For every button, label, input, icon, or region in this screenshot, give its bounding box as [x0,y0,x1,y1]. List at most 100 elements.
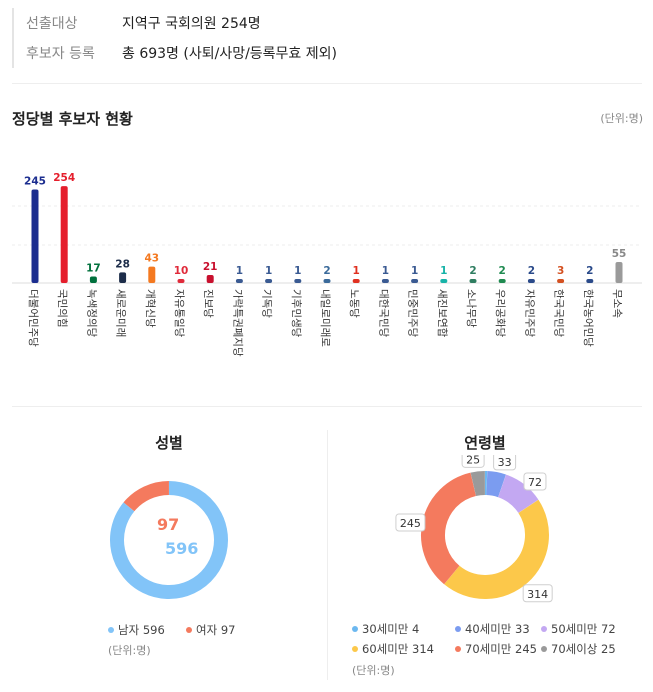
legend-label: 남자 [118,623,140,637]
info-value: 총 693명 (사퇴/사망/등록무효 제외) [122,46,337,62]
legend-value: 72 [597,622,616,636]
age-title: 연령별 [464,434,506,452]
donut-slice [497,474,539,514]
donut-slice-male [110,481,228,599]
x-tick-label: 자유민주당 [523,289,535,338]
bar [586,279,594,283]
party-bar-chart: 245 더불어민주당 254 국민의힘 17 녹색정의당 28 새로운미래 43 개혁신당 10 자유… [12,172,642,357]
bar [89,276,97,283]
legend-label: 60세미만 [362,642,409,656]
info-label: 선출대상 [26,16,78,32]
data-label: 2 [323,265,330,277]
data-label: 55 [612,248,627,260]
bar [469,279,477,283]
bar [440,279,448,283]
legend-label: 30세미만 [362,622,409,636]
data-label: 17 [86,263,101,275]
info-row-target: 선출대상 지역구 국회의원 254명 [12,8,642,38]
legend-label: 40세미만 [465,622,512,636]
callout-box [523,472,547,491]
legend-item: 50세미만 72 [541,621,616,637]
x-tick-label: 자유통일당 [173,289,186,338]
callout-label: 72 [528,476,542,489]
callout-label: 245 [400,517,421,530]
x-tick-label: 새로운미래 [115,289,127,337]
x-tick-label: 기독당 [261,289,273,318]
bar [177,279,185,283]
election-info: 선출대상 지역구 국회의원 254명 후보자 등록 총 693명 (사퇴/사망/… [12,8,642,68]
x-tick-label: 개혁신당 [144,289,156,328]
data-label: 2 [528,265,535,277]
legend-value: 314 [408,642,434,656]
unit-label: (단위:명) [352,664,395,677]
bar [527,279,535,283]
bar [557,279,565,283]
data-label: 43 [144,253,159,265]
donut-slice [470,471,486,497]
callout-box [522,584,553,603]
data-label: 1 [294,265,301,277]
x-tick-label: 노동당 [348,289,360,318]
donut-slice [486,471,506,498]
bar [148,266,156,283]
legend-dot [455,645,461,652]
bar [381,279,389,283]
legend-label: 여자 [196,623,218,637]
data-label: 2 [469,265,476,277]
bar [119,272,127,283]
panel-divider [327,430,328,680]
bar [352,279,360,283]
legend-dot [352,625,358,632]
callout-box [493,455,517,471]
legend-label: 70세이상 [551,642,598,656]
donut-slice-female [123,481,170,512]
x-tick-label: 한국농어민당 [582,289,594,347]
bar [31,189,39,283]
bar [615,262,623,283]
bar [498,279,506,283]
unit-label: (단위:명) [600,112,643,125]
x-tick-label: 가락특권폐지당 [231,289,243,357]
x-tick-label: 무소속 [611,289,623,318]
data-label: 245 [24,176,46,188]
legend-dot [108,626,114,633]
divider [12,406,642,407]
bar [323,279,331,283]
data-label: 10 [174,265,189,277]
callout-box [395,513,426,532]
callout-label: 314 [527,588,548,601]
x-tick-label: 한국국민당 [553,289,565,338]
callout-box [461,455,485,468]
x-tick-label: 새진보연합 [436,289,448,338]
x-tick-label: 더불어민주당 [27,289,39,347]
data-label: 3 [557,265,564,277]
legend-dot [541,645,547,652]
info-value: 지역구 국회의원 254명 [122,16,261,32]
age-donut-chart: 33 72 314 245 25 [395,455,553,603]
bar [206,274,214,283]
legend-item: 60세미만 314 [352,641,434,657]
legend-value: 245 [511,642,537,656]
legend-value: 25 [597,642,616,656]
data-label: 2 [586,265,593,277]
divider [12,83,642,84]
legend-item: 40세미만 33 [455,621,530,637]
legend-value: 596 [142,623,165,637]
legend-value: 4 [408,622,420,636]
data-label: 1 [440,265,447,277]
data-label: 28 [115,258,130,270]
info-label: 후보자 등록 [26,46,95,62]
legend-value: 33 [511,622,530,636]
x-tick-label: 국민의힘 [56,289,68,328]
data-label: 1 [411,265,418,277]
x-tick-label: 대한국민당 [377,289,389,338]
data-label: 21 [203,261,218,273]
x-tick-label: 우리공화당 [494,289,506,338]
donut-slice [444,499,549,599]
bar [265,279,273,283]
legend-value: 97 [220,623,236,637]
bar [294,279,302,283]
legend-dot [455,625,461,632]
male-count: 596 [165,539,198,558]
